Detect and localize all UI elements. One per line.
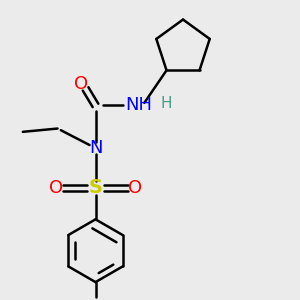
Text: NH: NH — [125, 96, 152, 114]
Text: S: S — [88, 178, 103, 197]
Text: H: H — [161, 96, 172, 111]
Text: O: O — [49, 179, 63, 197]
Text: O: O — [74, 75, 88, 93]
Text: O: O — [128, 179, 142, 197]
Text: N: N — [89, 139, 102, 157]
